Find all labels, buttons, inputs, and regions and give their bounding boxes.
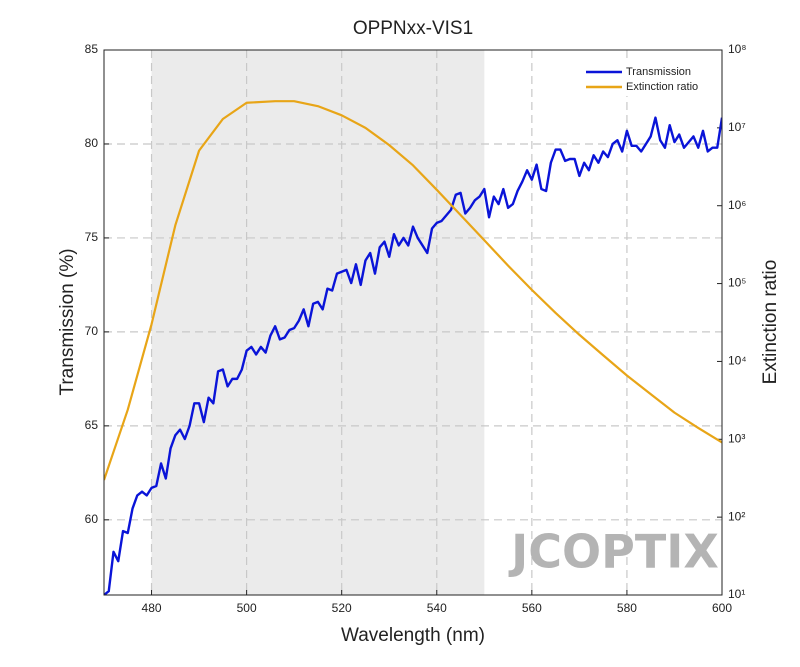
x-tick-label: 560 — [522, 601, 542, 615]
y2-tick-label: 10¹ — [728, 587, 745, 601]
y-tick-label: 60 — [85, 512, 99, 526]
x-tick-label: 540 — [427, 601, 447, 615]
legend-box — [582, 62, 718, 96]
y2-tick-label: 10² — [728, 509, 745, 523]
x-tick-label: 600 — [712, 601, 732, 615]
shaded-region — [151, 50, 485, 595]
y-tick-label: 70 — [85, 324, 99, 338]
plot-frame — [103, 49, 723, 596]
y2-tick-label: 10⁷ — [728, 120, 746, 134]
y-tick-label: 65 — [85, 418, 99, 432]
legend-label: Extinction ratio — [626, 81, 698, 93]
y-tick-label: 75 — [85, 230, 99, 244]
watermark: JCOPTIX — [508, 525, 719, 579]
x-tick-label: 500 — [237, 601, 257, 615]
y-tick-label: 80 — [85, 136, 99, 150]
y2-tick-label: 10³ — [728, 431, 745, 445]
y2-axis-label: Extinction ratio — [760, 260, 781, 385]
x-axis-label: Wavelength (nm) — [341, 625, 485, 646]
x-tick-label: 520 — [332, 601, 352, 615]
y-tick-label: 85 — [85, 42, 99, 56]
chart-title: OPPNxx-VIS1 — [353, 18, 473, 39]
x-tick-label: 580 — [617, 601, 637, 615]
y-axis-label: Transmission (%) — [57, 248, 78, 395]
legend-label: Transmission — [626, 66, 691, 78]
x-tick-label: 480 — [142, 601, 162, 615]
y2-tick-label: 10⁴ — [728, 354, 747, 368]
y2-tick-label: 10⁵ — [728, 276, 746, 290]
y2-tick-label: 10⁸ — [728, 42, 746, 56]
series-line — [104, 116, 722, 595]
series-line — [104, 100, 722, 481]
y2-tick-label: 10⁶ — [728, 198, 746, 212]
